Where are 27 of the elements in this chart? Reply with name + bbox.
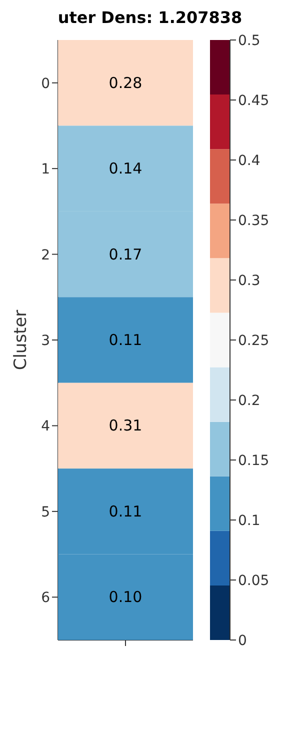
y-tick-label: 4	[41, 418, 50, 435]
data-label: 0.31	[108, 416, 142, 435]
color-bar-label: 0.05	[238, 572, 270, 589]
data-label: 0.14	[108, 160, 142, 178]
color-bar-label: 0.3	[238, 272, 260, 289]
color-bar-label: 0.4	[238, 152, 260, 169]
y-tick-label: 3	[41, 332, 50, 349]
y-axis-title: Cluster	[11, 310, 32, 370]
color-bar-label: 0.25	[238, 332, 270, 349]
y-tick-label: 2	[41, 247, 50, 264]
data-label: 0.17	[108, 245, 142, 264]
data-label: 0.11	[108, 331, 142, 349]
color-bar-label: 0.45	[238, 92, 270, 109]
color-bar-label: 0.2	[238, 392, 260, 409]
chart-title: uter Dens: 1.207838	[56, 8, 244, 29]
y-tick-label: 5	[41, 504, 50, 520]
color-bar-label: 0.5	[238, 32, 260, 49]
color-bar-label: 0	[238, 632, 247, 649]
data-label: 0.28	[108, 74, 142, 92]
data-label: 0.11	[108, 502, 142, 520]
y-tick-label: 1	[41, 162, 50, 178]
y-tick-label: 0	[41, 76, 50, 92]
color-bar-label: 0.35	[238, 212, 270, 229]
y-tick-label: 6	[41, 590, 50, 606]
data-label: 0.10	[108, 588, 142, 606]
color-bar-label: 0.15	[238, 452, 270, 469]
color-bar-label: 0.1	[238, 512, 260, 529]
